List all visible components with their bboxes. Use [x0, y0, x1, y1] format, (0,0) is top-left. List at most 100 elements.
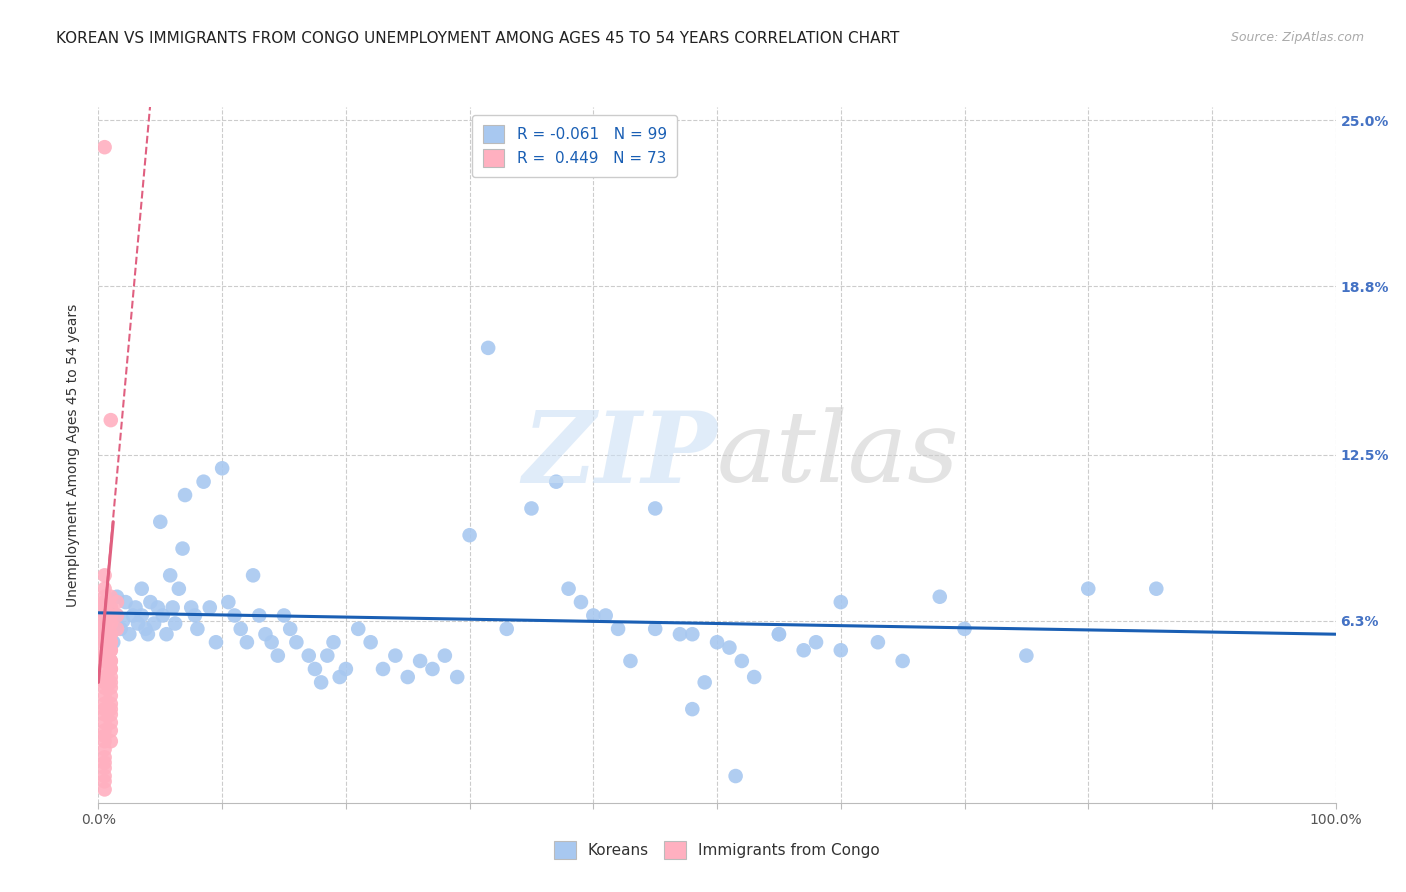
- Point: [180, 600, 202, 615]
- Point: [718, 640, 741, 655]
- Point: [131, 582, 153, 596]
- Point: [143, 616, 166, 631]
- Point: [693, 675, 716, 690]
- Point: [105, 595, 128, 609]
- Point: [100, 608, 122, 623]
- Point: [384, 648, 406, 663]
- Point: [174, 488, 197, 502]
- Point: [93, 627, 115, 641]
- Point: [105, 608, 128, 623]
- Point: [100, 681, 122, 695]
- Point: [131, 608, 153, 623]
- Point: [162, 600, 184, 615]
- Point: [229, 622, 252, 636]
- Point: [1077, 582, 1099, 596]
- Point: [93, 662, 115, 676]
- Point: [93, 654, 115, 668]
- Point: [93, 568, 115, 582]
- Point: [93, 782, 115, 797]
- Point: [247, 608, 270, 623]
- Point: [100, 590, 122, 604]
- Point: [93, 750, 115, 764]
- Point: [93, 608, 115, 623]
- Point: [139, 595, 162, 609]
- Point: [569, 595, 592, 609]
- Point: [93, 635, 115, 649]
- Point: [224, 608, 246, 623]
- Y-axis label: Unemployment Among Ages 45 to 54 years: Unemployment Among Ages 45 to 54 years: [66, 303, 80, 607]
- Point: [619, 654, 641, 668]
- Point: [93, 616, 115, 631]
- Point: [681, 627, 703, 641]
- Point: [93, 595, 115, 609]
- Point: [93, 675, 115, 690]
- Point: [93, 689, 115, 703]
- Point: [93, 681, 115, 695]
- Point: [724, 769, 747, 783]
- Point: [100, 627, 122, 641]
- Point: [93, 734, 115, 748]
- Point: [93, 622, 115, 636]
- Point: [93, 635, 115, 649]
- Point: [1144, 582, 1167, 596]
- Point: [804, 635, 827, 649]
- Point: [127, 616, 149, 631]
- Point: [100, 635, 122, 649]
- Point: [105, 590, 128, 604]
- Point: [100, 662, 122, 676]
- Point: [93, 590, 115, 604]
- Point: [100, 608, 122, 623]
- Point: [458, 528, 481, 542]
- Point: [93, 627, 115, 641]
- Point: [93, 582, 115, 596]
- Point: [93, 670, 115, 684]
- Point: [100, 702, 122, 716]
- Point: [97, 627, 120, 641]
- Point: [93, 622, 115, 636]
- Text: Source: ZipAtlas.com: Source: ZipAtlas.com: [1230, 31, 1364, 45]
- Point: [100, 413, 122, 427]
- Point: [278, 622, 301, 636]
- Point: [329, 670, 352, 684]
- Point: [477, 341, 499, 355]
- Point: [112, 614, 135, 628]
- Point: [93, 643, 115, 657]
- Point: [100, 627, 122, 641]
- Point: [335, 662, 357, 676]
- Point: [167, 582, 190, 596]
- Point: [93, 600, 115, 615]
- Point: [93, 608, 115, 623]
- Point: [644, 622, 666, 636]
- Point: [93, 774, 115, 789]
- Point: [298, 648, 321, 663]
- Point: [217, 595, 239, 609]
- Point: [309, 675, 332, 690]
- Point: [105, 608, 128, 623]
- Point: [152, 608, 174, 623]
- Point: [866, 635, 889, 649]
- Point: [172, 541, 194, 556]
- Point: [422, 662, 444, 676]
- Point: [409, 654, 432, 668]
- Point: [205, 635, 228, 649]
- Point: [184, 608, 207, 623]
- Point: [100, 723, 122, 738]
- Point: [93, 769, 115, 783]
- Point: [93, 715, 115, 730]
- Point: [93, 140, 115, 154]
- Point: [100, 600, 122, 615]
- Text: KOREAN VS IMMIGRANTS FROM CONGO UNEMPLOYMENT AMONG AGES 45 TO 54 YEARS CORRELATI: KOREAN VS IMMIGRANTS FROM CONGO UNEMPLOY…: [56, 31, 900, 46]
- Point: [105, 622, 128, 636]
- Point: [100, 670, 122, 684]
- Point: [100, 662, 122, 676]
- Point: [93, 648, 115, 663]
- Point: [93, 729, 115, 743]
- Point: [93, 761, 115, 775]
- Point: [100, 707, 122, 722]
- Text: atlas: atlas: [717, 408, 960, 502]
- Point: [260, 635, 283, 649]
- Point: [155, 627, 177, 641]
- Point: [159, 568, 181, 582]
- Point: [100, 616, 122, 631]
- Point: [582, 608, 605, 623]
